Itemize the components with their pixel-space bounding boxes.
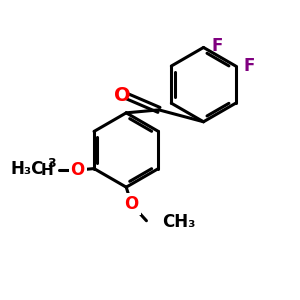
Text: 3: 3 bbox=[47, 157, 56, 170]
Text: CH₃: CH₃ bbox=[162, 213, 195, 231]
Text: H: H bbox=[40, 163, 53, 178]
Text: F: F bbox=[212, 37, 223, 55]
Text: F: F bbox=[244, 57, 255, 75]
Text: O: O bbox=[114, 85, 131, 104]
Text: H₃C: H₃C bbox=[11, 160, 44, 178]
Text: O: O bbox=[70, 161, 85, 179]
Text: O: O bbox=[124, 195, 139, 213]
